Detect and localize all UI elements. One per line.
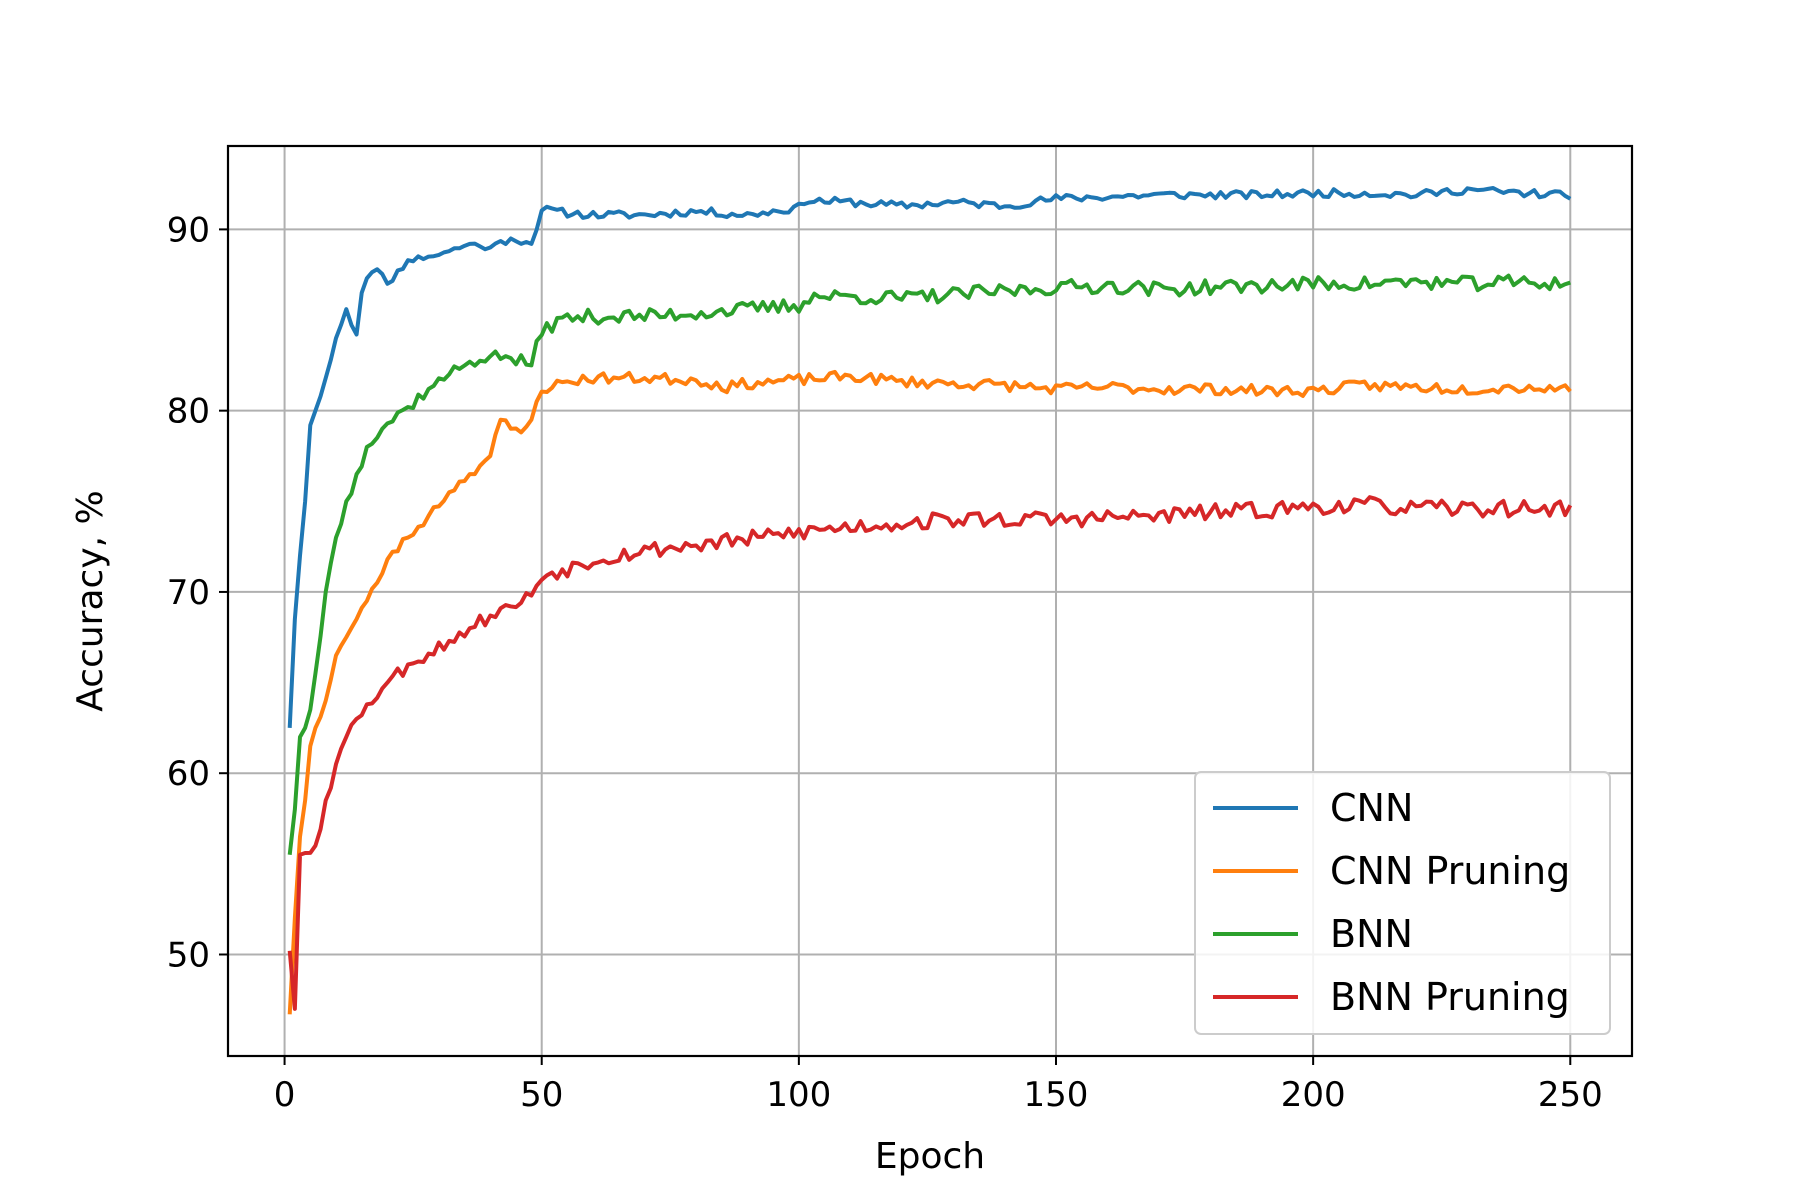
x-tick-label: 150 <box>1024 1075 1089 1115</box>
legend-label-bnn-pruning: BNN Pruning <box>1330 975 1570 1019</box>
x-tick-label: 0 <box>274 1075 296 1115</box>
y-tick-label: 50 <box>167 935 210 975</box>
series-line-bnn <box>287 273 1571 856</box>
y-axis: 50 60 70 80 90 <box>167 210 228 975</box>
y-tick-label: 70 <box>167 573 210 613</box>
series-line-cnn-pruning <box>287 369 1572 1015</box>
series-layer <box>287 186 1573 1015</box>
x-axis: 0 50 100 150 200 250 <box>274 1056 1603 1115</box>
y-tick-label: 60 <box>167 754 210 794</box>
x-tick-label: 250 <box>1538 1075 1603 1115</box>
legend-label-cnn: CNN <box>1330 786 1413 830</box>
y-tick-label: 80 <box>167 392 210 432</box>
grid <box>228 146 1632 1056</box>
series-line-cnn <box>287 186 1572 728</box>
y-tick-label: 90 <box>167 210 210 250</box>
y-axis-label: Accuracy, % <box>70 490 111 711</box>
x-tick-label: 100 <box>766 1075 831 1115</box>
legend-label-cnn-pruning: CNN Pruning <box>1330 849 1570 893</box>
series-line-bnn-pruning <box>287 495 1573 1011</box>
x-tick-label: 50 <box>520 1075 563 1115</box>
legend-box <box>1194 771 1611 1035</box>
x-axis-label: Epoch <box>875 1136 985 1177</box>
legend: CNN CNN Pruning BNN BNN Pruning <box>1194 771 1611 1035</box>
legend-label-bnn: BNN <box>1330 912 1413 956</box>
x-tick-label: 200 <box>1281 1075 1346 1115</box>
plot-frame <box>226 144 1634 1058</box>
